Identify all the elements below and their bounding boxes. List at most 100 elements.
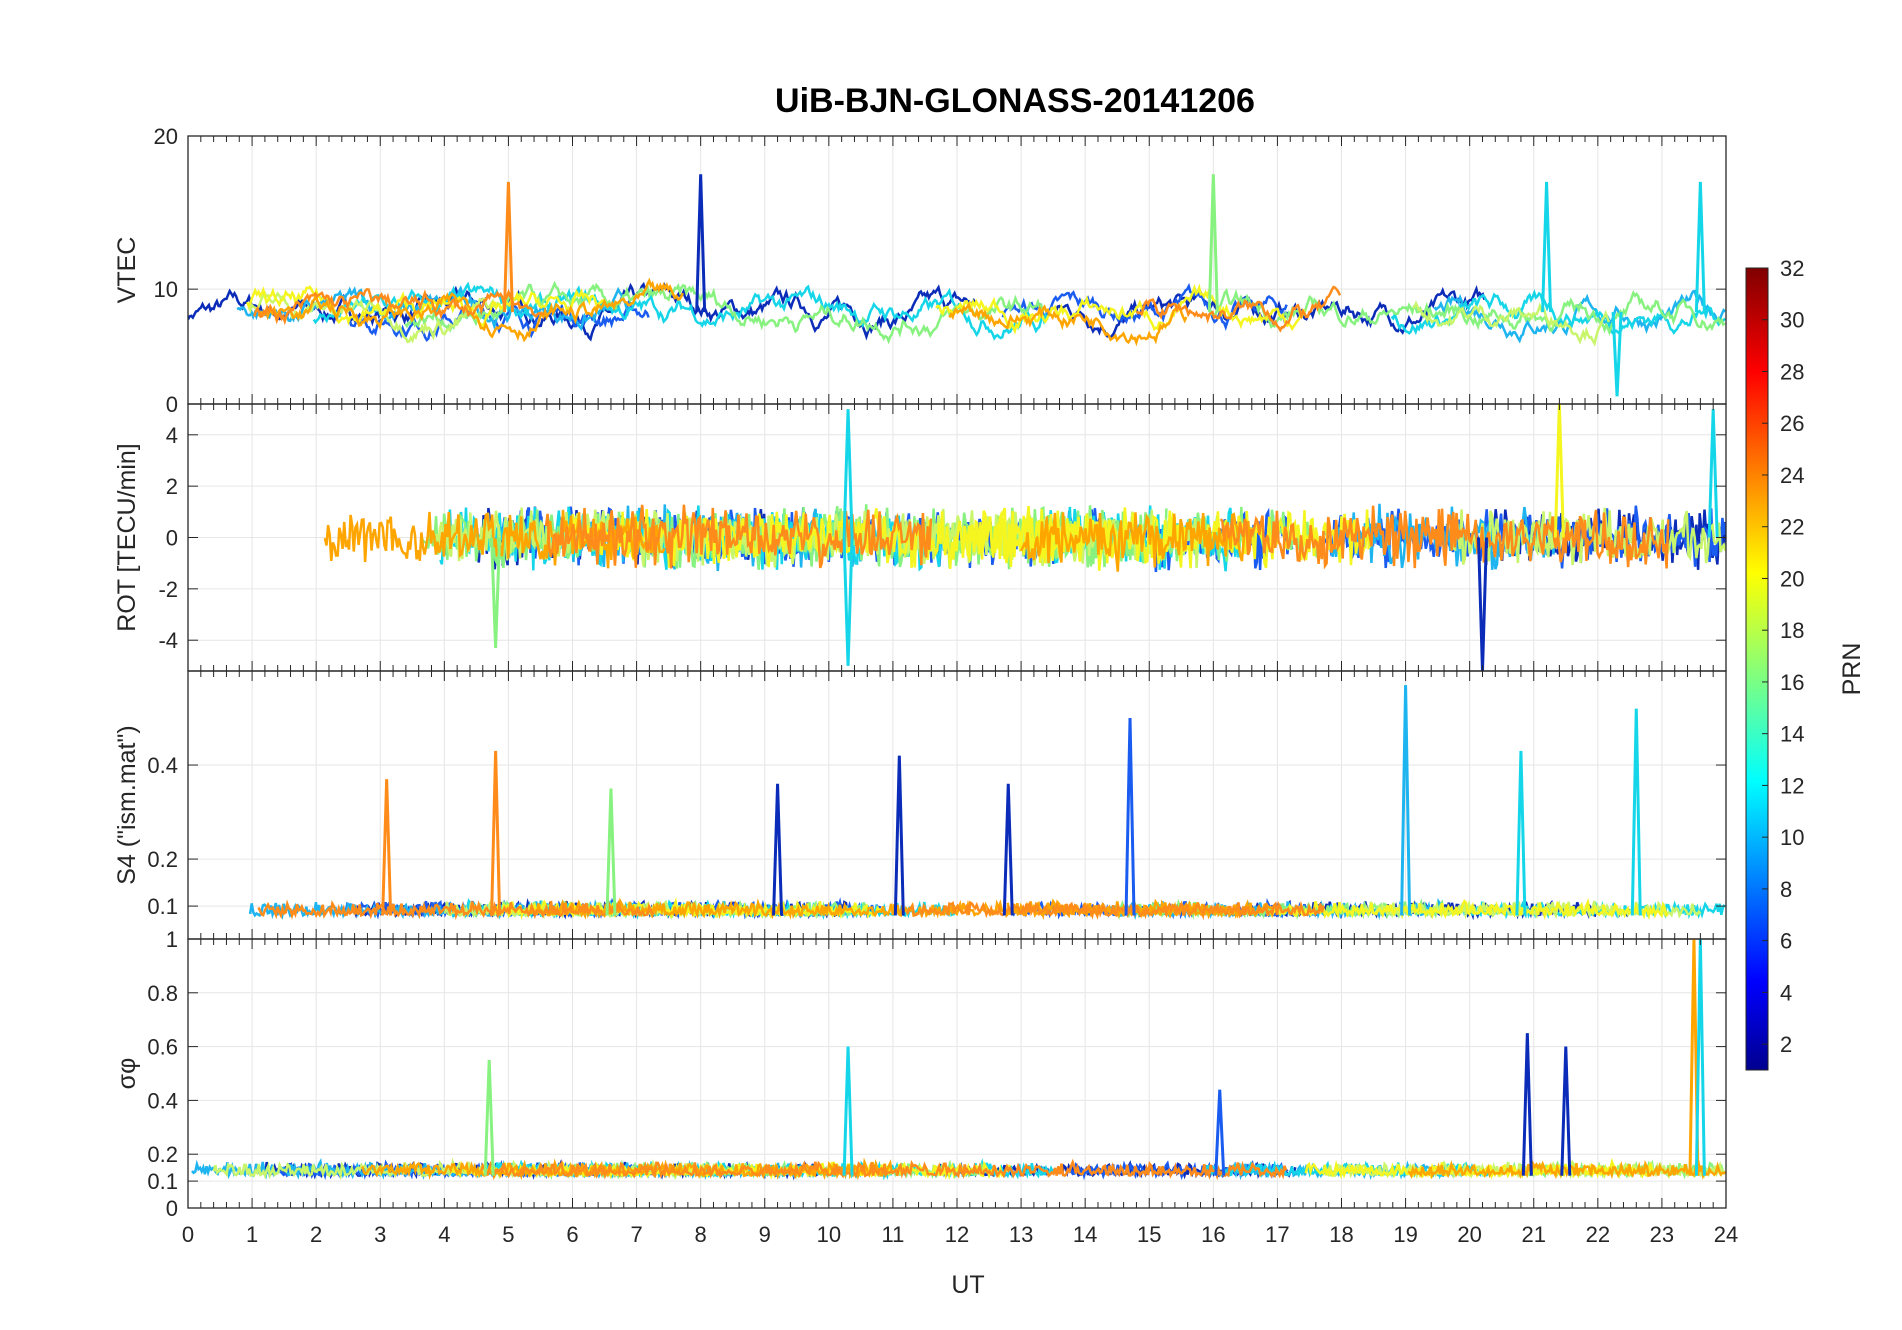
spike-event xyxy=(1476,537,1488,671)
series-line xyxy=(906,900,1325,921)
y-tick-label: 0 xyxy=(166,526,178,551)
series-line xyxy=(246,285,607,330)
colorbar-tick-label: 26 xyxy=(1780,411,1804,436)
y-tick-label: 4 xyxy=(166,423,178,448)
spike-event xyxy=(842,409,854,538)
colorbar-tick-label: 2 xyxy=(1780,1032,1792,1057)
series-line xyxy=(1450,507,1726,566)
x-tick-label: 5 xyxy=(502,1222,514,1247)
series-line xyxy=(1269,897,1669,921)
series-line xyxy=(345,297,650,342)
y-tick-label: -4 xyxy=(158,628,178,653)
spike-event xyxy=(1694,181,1706,313)
y-tick-label: 0 xyxy=(166,1196,178,1221)
series-line xyxy=(1135,285,1342,333)
y-tick-label: 0.2 xyxy=(147,847,178,872)
series-line xyxy=(1219,505,1670,570)
y-axis-label: S4 ("ism.mat") xyxy=(113,725,141,884)
x-tick-label: 1 xyxy=(246,1222,258,1247)
x-tick-label: 13 xyxy=(1009,1222,1033,1247)
spike-event xyxy=(605,788,617,916)
spike-event xyxy=(772,783,784,916)
y-tick-label: 20 xyxy=(154,124,178,149)
colorbar-tick-label: 12 xyxy=(1780,773,1804,798)
x-tick-label: 17 xyxy=(1265,1222,1289,1247)
x-tick-label: 24 xyxy=(1714,1222,1738,1247)
y-tick-label: 0.8 xyxy=(147,981,178,1006)
spike-event xyxy=(1002,783,1014,916)
y-tick-label: 0.1 xyxy=(147,1169,178,1194)
y-tick-label: 10 xyxy=(154,277,178,302)
x-tick-label: 19 xyxy=(1393,1222,1417,1247)
x-tick-label: 20 xyxy=(1457,1222,1481,1247)
x-tick-label: 15 xyxy=(1137,1222,1161,1247)
spike-event xyxy=(842,537,854,666)
spike-event xyxy=(490,537,502,648)
spike-event xyxy=(1707,409,1719,538)
series-line xyxy=(948,302,1188,347)
y-axis-label: ROT [TECU/min] xyxy=(113,443,141,631)
colorbar-tick-label: 6 xyxy=(1780,929,1792,954)
spike-event xyxy=(1694,939,1706,1176)
series-line xyxy=(1209,287,1726,336)
spike-event xyxy=(1630,708,1642,916)
x-tick-label: 21 xyxy=(1522,1222,1546,1247)
spike-event xyxy=(1553,404,1565,538)
colorbar-label: PRN xyxy=(1838,643,1866,696)
spike-event xyxy=(1521,1033,1533,1176)
series-traces xyxy=(248,685,1726,921)
y-tick-label: 0.6 xyxy=(147,1035,178,1060)
series-line xyxy=(959,1158,1288,1181)
x-tick-label: 11 xyxy=(881,1222,904,1247)
colorbar-tick-label: 8 xyxy=(1780,877,1792,902)
colorbar-tick-label: 20 xyxy=(1780,566,1804,591)
series-line xyxy=(1407,1159,1726,1180)
x-tick-label: 9 xyxy=(759,1222,771,1247)
series-traces xyxy=(191,939,1726,1181)
spike-event xyxy=(1560,1046,1572,1176)
colorbar-tick-label: 10 xyxy=(1780,825,1804,850)
series-line xyxy=(1412,300,1611,347)
series-traces xyxy=(323,404,1726,671)
x-tick-labels: 0 1 2 3 4 5 6 7 8 9 10 11 12 13 14 15 16 17 18 19 20 21 22 23 24 xyxy=(182,1222,1738,1247)
x-tick-label: 8 xyxy=(695,1222,707,1247)
spike-event xyxy=(490,750,502,916)
colorbar-tick-label: 14 xyxy=(1780,722,1804,747)
spike-event xyxy=(1541,181,1553,313)
y-tick-label: 2 xyxy=(166,474,178,499)
x-tick-label: 14 xyxy=(1073,1222,1097,1247)
y-tick-label: 0.4 xyxy=(147,753,178,778)
y-tick-label: -2 xyxy=(158,577,178,602)
spike-event xyxy=(1214,1089,1226,1176)
x-tick-label: 2 xyxy=(310,1222,322,1247)
y-tick-label: 0.1 xyxy=(147,894,178,919)
x-tick-label: 22 xyxy=(1586,1222,1610,1247)
x-axis-label: UT xyxy=(951,1271,984,1299)
x-tick-label: 23 xyxy=(1650,1222,1674,1247)
panel-sigma: 00.10.2 0.4 0.6 0.8 1 σφ xyxy=(113,927,1727,1221)
panel-s4: 0.1 0.2 0.4S4 ("ism.mat") xyxy=(113,670,1727,940)
x-tick-label: 0 xyxy=(182,1222,194,1247)
colorbar-tick-label: 30 xyxy=(1780,308,1804,333)
x-tick-label: 6 xyxy=(566,1222,578,1247)
spike-event xyxy=(1400,685,1412,916)
x-tick-label: 18 xyxy=(1329,1222,1353,1247)
y-tick-label: 0.2 xyxy=(147,1142,178,1167)
x-tick-label: 10 xyxy=(817,1222,841,1247)
y-tick-label: 0.4 xyxy=(147,1088,178,1113)
y-axis-label: σφ xyxy=(113,1058,141,1090)
x-tick-label: 16 xyxy=(1201,1222,1225,1247)
x-tick-label: 12 xyxy=(945,1222,969,1247)
spike-event xyxy=(842,1046,854,1176)
series-line xyxy=(257,277,684,343)
x-tick-label: 3 xyxy=(374,1222,386,1247)
x-tick-label: 4 xyxy=(438,1222,450,1247)
series-line xyxy=(257,899,655,921)
spike-event xyxy=(502,181,514,313)
series-line xyxy=(480,1159,980,1181)
y-axis-label: VTEC xyxy=(113,237,141,304)
panel-rot: -4 -2 0 2 4 0 ROT [TECU/min] xyxy=(113,392,1727,672)
y-tick-label: 1 xyxy=(166,927,178,952)
series-line xyxy=(323,509,666,569)
